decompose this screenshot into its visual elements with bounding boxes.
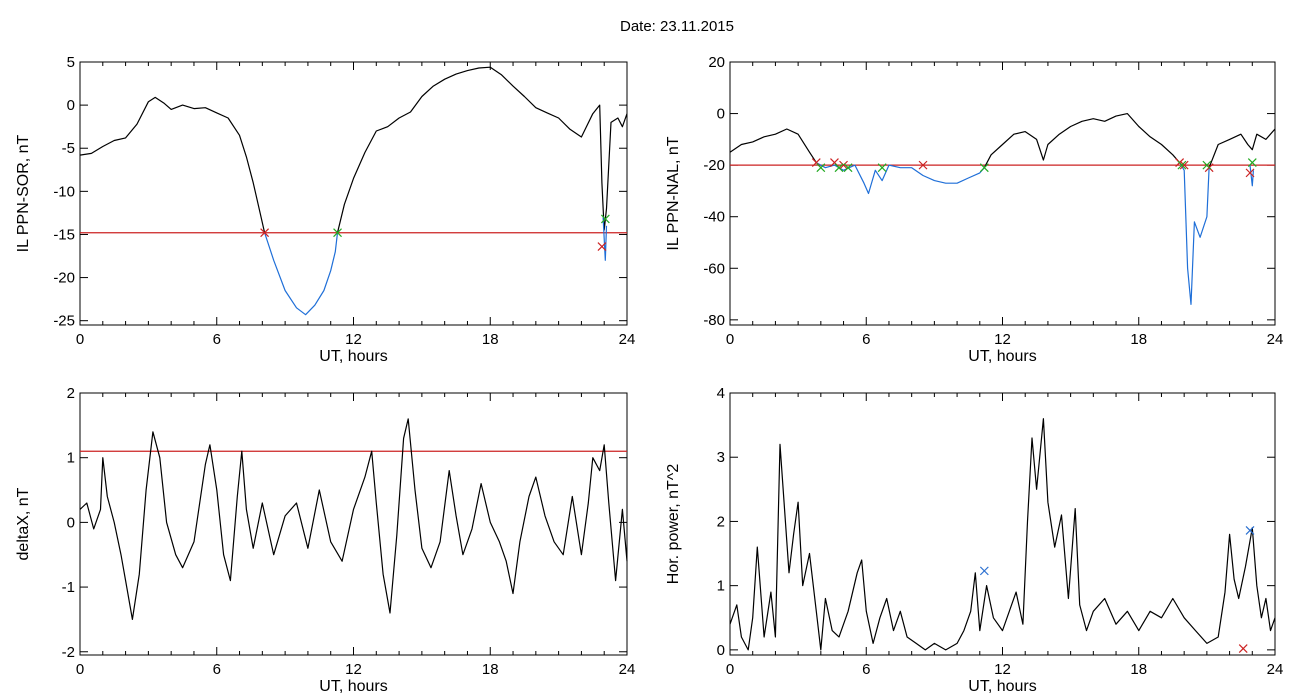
y-tick-label: 0 [717,106,725,123]
x-marker [843,163,853,173]
series-line [729,418,1276,651]
x-marker [600,214,610,224]
y-tick-label: 0 [67,514,75,531]
x-tick-label: 12 [345,331,362,348]
y-tick-label: 0 [717,642,725,659]
x-marker [1245,168,1255,178]
x-tick-label: 6 [213,331,221,348]
x-tick-label: 12 [994,661,1011,678]
y-tick-label: -25 [53,313,75,330]
x-marker [918,160,928,170]
y-tick-label: -1 [62,579,75,596]
series-line [79,418,628,621]
y-tick-label: -20 [53,270,75,287]
x-tick-label: 6 [862,661,870,678]
y-tick-label: 20 [708,54,725,71]
y-tick-label: -15 [53,226,75,243]
series-line [1179,162,1210,305]
panel-hor-power: 0 6 12 18 24 4 3 2 1 0 UT, hours Hor. power, nT^2 [665,385,1283,695]
series-line [336,66,628,233]
x-tick-label: 0 [76,331,84,348]
x-marker [333,228,342,238]
x-marker [1245,525,1255,535]
series-line [1208,128,1276,168]
x-marker [1238,644,1248,654]
x-marker [597,242,607,251]
series-line [602,217,608,261]
panel-il-ppn-sor: 0 6 12 18 24 5 0 -5 -10 -15 -20 -25 UT, hours IL PPN-… [15,54,635,365]
plot-frame [729,392,1276,656]
x-tick-label: 18 [1130,331,1147,348]
y-tick-label: 0 [67,97,75,114]
x-tick-label: 0 [76,661,84,678]
x-marker [834,163,844,173]
x-marker [1177,160,1187,170]
x-tick-label: 24 [1267,331,1284,348]
x-tick-label: 6 [862,331,870,348]
y-tick-label: -2 [62,644,75,661]
x-marker [839,160,848,170]
x-tick-label: 12 [345,661,362,678]
series-line [983,112,1181,168]
x-marker [816,163,826,173]
x-marker [979,566,989,576]
y-tick-label: 2 [67,385,75,402]
y-tick-label: -20 [703,157,725,174]
x-marker [877,163,887,173]
y-tick-label: 3 [717,449,725,466]
x-tick-label: 12 [994,331,1011,348]
series-line [79,96,266,233]
series-line [816,162,985,195]
y-tick-label: -5 [62,140,75,157]
x-axis-title: UT, hours [319,678,387,695]
x-tick-label: 6 [213,661,221,678]
y-tick-label: -10 [53,183,75,200]
y-tick-label: 1 [717,578,725,595]
x-axis-title: UT, hours [968,678,1036,695]
x-tick-label: 24 [619,331,636,348]
plot-frame [729,61,1276,326]
series-line [264,232,339,316]
x-marker [1202,160,1212,170]
y-axis-title: deltaX, nT [15,487,32,560]
panel-il-ppn-nal: 0 6 12 18 24 20 0 -20 -40 -60 -80 UT, hours IL PPN-N… [665,54,1283,365]
x-marker [1179,160,1189,170]
x-tick-label: 18 [482,661,499,678]
x-tick-label: 18 [1130,661,1147,678]
page-title: Date: 23.11.2015 [620,18,734,35]
x-marker [260,228,270,238]
x-marker [979,163,989,173]
y-tick-label: 5 [67,54,75,71]
y-axis-title: Hor. power, nT^2 [665,464,682,585]
x-tick-label: 18 [482,331,499,348]
y-tick-label: -40 [703,209,725,226]
x-tick-label: 0 [726,331,734,348]
x-axis-title: UT, hours [968,348,1036,365]
y-tick-label: -80 [703,312,725,329]
plot-frame [79,392,628,656]
y-axis-title: IL PPN-NAL, nT [665,136,682,250]
y-axis-title: IL PPN-SOR, nT [15,134,32,252]
x-tick-label: 24 [619,661,636,678]
x-marker [1247,158,1257,167]
x-tick-label: 24 [1267,661,1284,678]
y-tick-label: 2 [717,513,725,530]
x-tick-label: 0 [726,661,734,678]
panel-deltax: 0 6 12 18 24 2 1 0 -1 -2 UT, hours deltaX, nT [15,385,635,695]
series-line [729,128,817,163]
y-tick-label: 4 [717,385,725,402]
y-tick-label: -60 [703,260,725,277]
y-tick-label: 1 [67,450,75,467]
x-axis-title: UT, hours [319,348,387,365]
